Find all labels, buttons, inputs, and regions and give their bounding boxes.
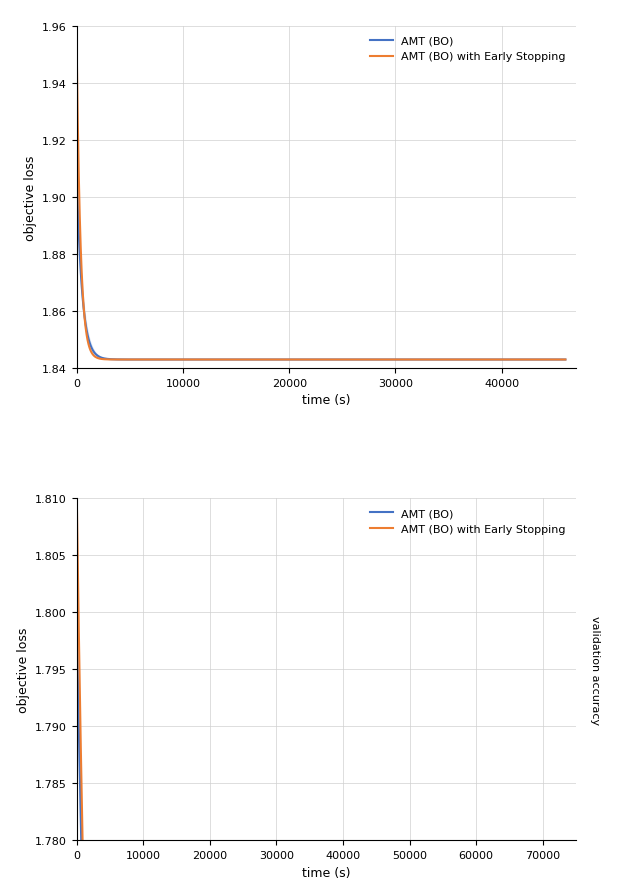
AMT (BO) [306, 355, 314, 366]
Line: AMT (BO) with Early Stopping: AMT (BO) with Early Stopping [77, 55, 565, 360]
AMT (BO) [73, 173, 81, 183]
AMT (BO) [339, 355, 346, 366]
AMT (BO) with Early Stopping [551, 355, 559, 366]
AMT (BO) [551, 355, 559, 366]
Y-axis label: validation accuracy: validation accuracy [590, 615, 600, 724]
Line: AMT (BO) with Early Stopping: AMT (BO) with Early Stopping [77, 499, 576, 894]
Line: AMT (BO): AMT (BO) [77, 178, 565, 360]
AMT (BO) with Early Stopping [365, 355, 372, 366]
AMT (BO) with Early Stopping [309, 355, 317, 366]
X-axis label: time (s): time (s) [302, 394, 351, 407]
AMT (BO) with Early Stopping [561, 355, 569, 366]
Legend: AMT (BO), AMT (BO) with Early Stopping: AMT (BO), AMT (BO) with Early Stopping [366, 504, 570, 538]
AMT (BO) with Early Stopping [474, 355, 482, 366]
Line: AMT (BO): AMT (BO) [77, 624, 576, 894]
AMT (BO) with Early Stopping [306, 355, 314, 366]
AMT (BO) with Early Stopping [208, 355, 216, 366]
AMT (BO) [256, 355, 264, 366]
Y-axis label: objective loss: objective loss [17, 627, 29, 713]
AMT (BO) with Early Stopping [73, 50, 81, 61]
AMT (BO) [365, 355, 372, 366]
AMT (BO) [561, 355, 569, 366]
Y-axis label: objective loss: objective loss [24, 155, 36, 240]
AMT (BO) [474, 355, 482, 366]
AMT (BO) [309, 355, 317, 366]
AMT (BO) [73, 619, 81, 629]
Legend: AMT (BO), AMT (BO) with Early Stopping: AMT (BO), AMT (BO) with Early Stopping [366, 32, 570, 67]
AMT (BO) with Early Stopping [73, 493, 81, 504]
X-axis label: time (s): time (s) [302, 865, 351, 879]
AMT (BO) with Early Stopping [339, 355, 346, 366]
